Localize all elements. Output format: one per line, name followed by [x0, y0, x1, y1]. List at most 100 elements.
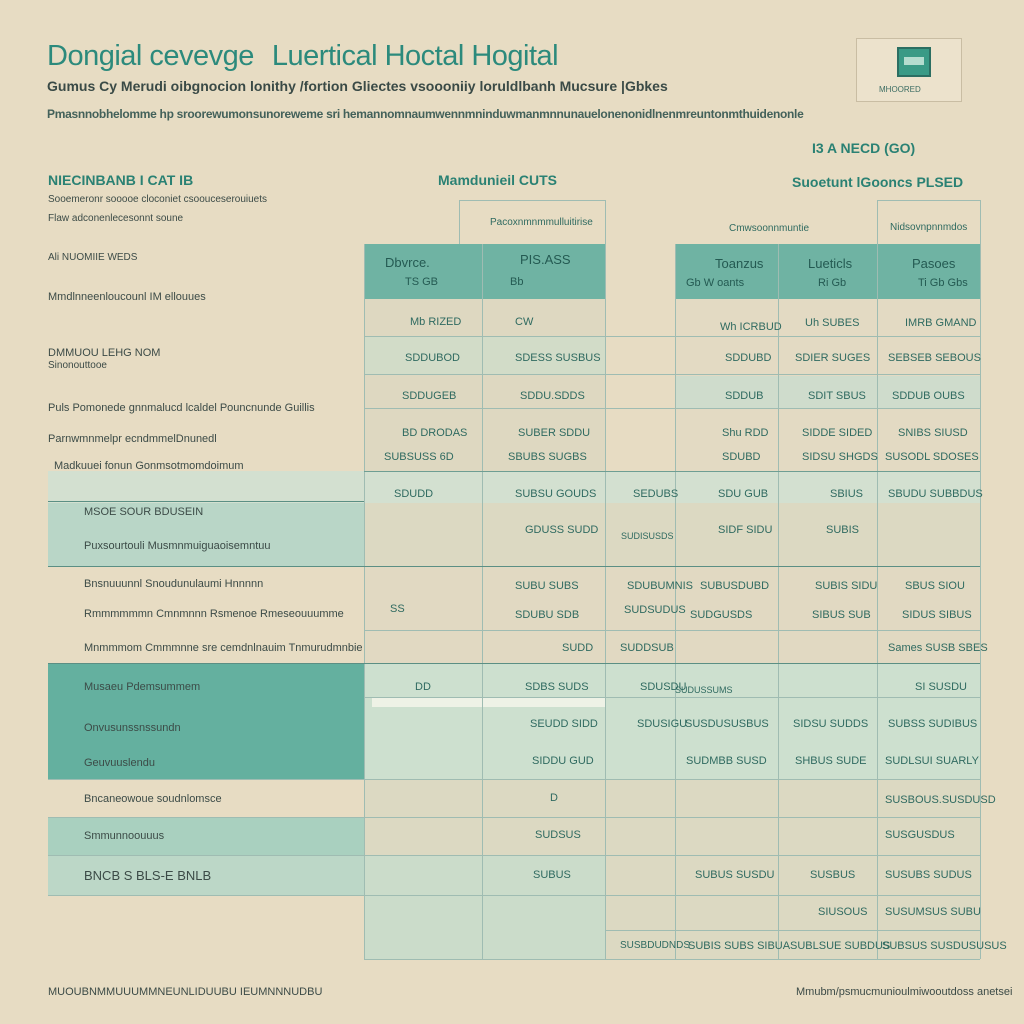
row-label: Puls Pomonede gnnmalucd lcaldel Pouncnun… — [48, 402, 315, 414]
divider — [364, 336, 980, 337]
row-label: Rmmmmmmn Cmnmnnn Rsmenoe Rmeseouuumme — [84, 608, 344, 620]
hospital-emblem-icon — [897, 47, 931, 77]
title-right: Luertical Hoctal Hogital — [271, 40, 559, 72]
row-sublabel: Sinonouttooe — [48, 360, 107, 371]
cell: SUBUS SUSDU — [695, 869, 775, 881]
cell: SDDUB — [725, 390, 764, 402]
row-label: Parnwmnmelpr ecndmmelDnunedl — [48, 433, 217, 445]
note-1: Sooemeronr sooooe cloconiet csoouceserou… — [48, 194, 268, 205]
cell: SBUS SIOU — [905, 580, 965, 592]
divider — [364, 471, 980, 472]
row-sublabel: Puxsourtouli Musmnmuiguaoisemntuu — [84, 540, 271, 552]
table-body-left — [364, 299, 605, 471]
divider — [364, 408, 980, 409]
col-header-2-sub: Bb — [510, 276, 524, 288]
cell: SBUDU SUBBDUS — [888, 488, 983, 500]
cell: SUSBOUS.SUSDUSD — [885, 794, 996, 806]
cell: SUDDSUB — [620, 642, 674, 654]
cell: SUSUBS SUDUS — [885, 869, 972, 881]
cell: Shu RDD — [722, 427, 769, 439]
cell: SDIT SBUS — [808, 390, 866, 402]
cell: SDUDD — [394, 488, 434, 500]
cell: SDU GUB — [718, 488, 769, 500]
cell: SIUSOUS — [818, 906, 868, 918]
divider — [675, 244, 676, 959]
group-header-c: Nidsovnpnnmdos — [890, 222, 968, 233]
divider — [364, 630, 980, 631]
cell: SDDUBOD — [405, 352, 461, 364]
row-label: Madkuuei fonun Gonmsotmomdoimum — [54, 460, 244, 472]
cell: SIDF SIDU — [718, 524, 773, 536]
cell: SUBSS SUDIBUS — [888, 718, 978, 730]
col-header-5-sub: Ti Gb Gbs — [918, 277, 968, 289]
cell: SUDSUS — [535, 829, 581, 841]
cell: SUBER SDDU — [518, 427, 591, 439]
cell: SS — [390, 603, 405, 615]
divider — [48, 779, 980, 780]
cell: SUBSUS SUSDUSUSUS — [882, 940, 1007, 952]
note-3: Ali NUOMIIE WEDS — [48, 252, 138, 263]
row-label: Smmunnoouuus — [84, 830, 165, 842]
cell: SDUSIGU — [637, 718, 688, 730]
cell: SIDUS SIBUS — [902, 609, 972, 621]
col-header-1: Dbvrce. — [385, 255, 430, 270]
row-label: Musaeu Pdemsummem — [84, 681, 201, 693]
table-header-left — [364, 244, 605, 299]
cell: SI SUSDU — [915, 681, 967, 693]
row-label: Mmdlnneenloucounl IM ellouues — [48, 291, 206, 303]
cell: SDDUBD — [725, 352, 772, 364]
title-left: Dongial cevevge — [47, 40, 254, 72]
divider — [48, 855, 980, 856]
col-header-3-sub: Gb W oants — [686, 277, 745, 289]
cell: SDIER SUGES — [795, 352, 871, 364]
cell: SUBIS SUBS SIBUA — [688, 940, 791, 952]
col-header-5: Pasoes — [912, 256, 956, 271]
cell: SUSGUSDUS — [885, 829, 955, 841]
cell: SUDD — [562, 642, 594, 654]
group-header-a: Pacoxnmnmmulluitirise — [490, 217, 593, 228]
cell: SUSBDUDNDS — [620, 940, 691, 951]
cell: SUDMBB SUSD — [686, 755, 767, 767]
cell: SUDUSSUMS — [675, 685, 733, 695]
row-band — [372, 697, 605, 707]
group-header-b: Cmwsoonnmuntie — [729, 223, 810, 234]
row-label: MSOE SOUR BDUSEIN — [84, 506, 204, 518]
logo-caption: MHOORED — [879, 85, 921, 94]
cell: Sames SUSB SBES — [888, 642, 988, 654]
cell: SDUBU SDB — [515, 609, 580, 621]
divider — [364, 959, 980, 960]
note-2: Flaw adconenlecesonnt soune — [48, 213, 184, 224]
cell: CW — [515, 316, 534, 328]
cell: SDESS SUSBUS — [515, 352, 601, 364]
divider — [877, 200, 981, 201]
footer-right: Mmubm/psmucmunioulmiwooutdoss anetsei — [796, 986, 1013, 998]
row-label: Bnsnuuunnl Snoudunulaumi Hnnnnn — [84, 578, 264, 590]
cell: SUDSUDUS — [624, 604, 686, 616]
cell: Wh ICRBUD — [720, 321, 782, 333]
cell: SIBUS SUB — [812, 609, 871, 621]
divider — [778, 244, 779, 959]
row-band — [48, 817, 364, 855]
row-band — [48, 503, 364, 567]
divider — [877, 200, 878, 244]
divider — [459, 200, 460, 244]
divider — [980, 244, 981, 959]
cell: SUBUS — [533, 869, 571, 881]
cell: SBIUS — [830, 488, 864, 500]
row-band — [364, 855, 605, 959]
cell: SUSODL SDOSES — [885, 451, 979, 463]
row-label: Bncaneowoue soudnlomsce — [84, 793, 222, 805]
page-title: Dongial cevevge Luertical Hoctal Hogital — [47, 40, 559, 73]
row-label: DMMUOU LEHG NOM — [48, 347, 161, 359]
cell: IMRB GMAND — [905, 317, 977, 329]
report-code-label: I3 A NECD (GO) — [812, 140, 916, 156]
row-band — [675, 376, 980, 408]
row-label: Onvusunssnssundn — [84, 722, 181, 734]
cell: SUBUSDUBD — [700, 580, 770, 592]
cell: SEBSEB SEBOUS — [888, 352, 981, 364]
cell: SUDLSUI SUARLY — [885, 755, 979, 767]
divider — [605, 244, 606, 959]
col-header-2: PIS.ASS — [520, 252, 571, 267]
cell: D — [550, 792, 558, 804]
cell: DD — [415, 681, 431, 693]
